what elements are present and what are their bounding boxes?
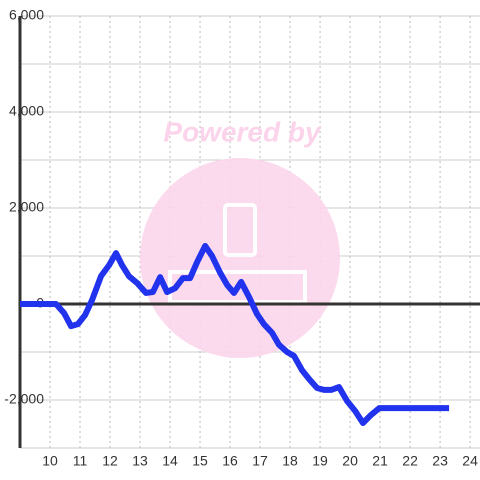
line-series	[20, 242, 450, 427]
watermark-logo	[168, 270, 307, 304]
watermark-circle	[140, 158, 340, 358]
x-tick-label: 11	[73, 453, 88, 469]
x-tick-label: 16	[222, 453, 238, 469]
x-tick-label: 15	[192, 453, 208, 469]
x-tick-label: 17	[252, 453, 268, 469]
x-tick-label: 23	[432, 453, 448, 469]
watermark-text: Powered by	[163, 116, 322, 147]
x-tick-label: 22	[402, 453, 418, 469]
y-tick-label: 6,000	[9, 7, 44, 23]
x-tick-label: 14	[162, 453, 178, 469]
x-tick-label: 12	[102, 453, 118, 469]
y-tick-label: 4,000	[9, 103, 44, 119]
x-tick-label: 18	[282, 453, 298, 469]
x-tick-label: 19	[312, 453, 328, 469]
y-tick-label: -2,000	[4, 391, 44, 407]
x-tick-label: 24	[462, 453, 478, 469]
watermark-logo	[223, 203, 257, 257]
y-tick-label: 2,000	[9, 199, 44, 215]
x-tick-label: 21	[372, 453, 388, 469]
x-tick-label: 13	[132, 453, 148, 469]
watermark	[140, 158, 340, 358]
x-tick-label: 10	[42, 453, 58, 469]
x-tick-label: 20	[342, 453, 358, 469]
